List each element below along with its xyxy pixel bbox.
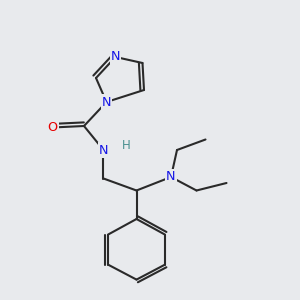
Text: N: N — [99, 143, 108, 157]
Text: N: N — [166, 170, 176, 184]
Text: O: O — [47, 121, 58, 134]
Text: N: N — [102, 95, 111, 109]
Text: H: H — [122, 139, 130, 152]
Text: N: N — [111, 50, 120, 64]
